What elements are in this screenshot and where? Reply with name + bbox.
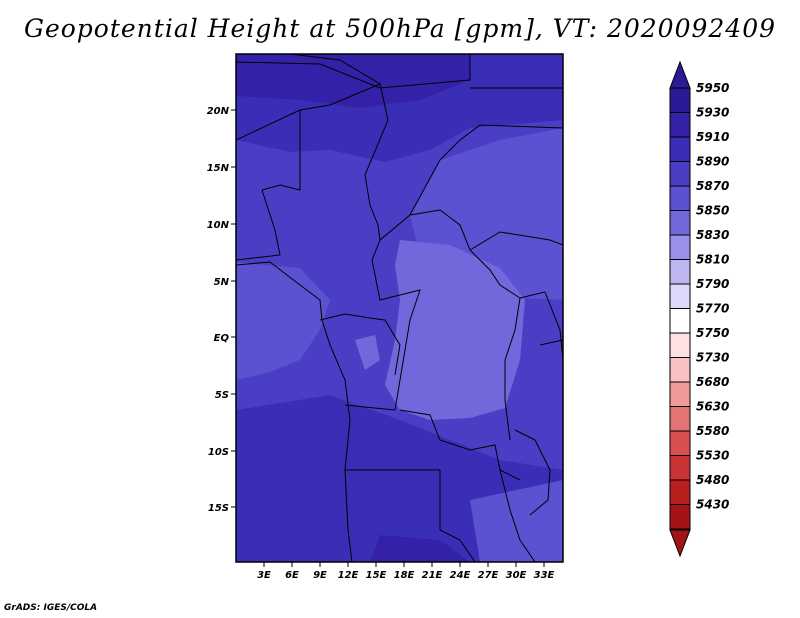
colorbar-level-label: 5890 xyxy=(696,155,729,169)
colorbar-swatch xyxy=(669,112,691,138)
colorbar-swatch xyxy=(669,406,691,432)
lat-tick-label: EQ xyxy=(214,333,230,344)
colorbar: 5950 5930 5910 5890 5870 5850 5830 5810 5790 5770… xyxy=(669,60,729,558)
colorbar-level-label: 5870 xyxy=(696,179,729,193)
colorbar-swatch xyxy=(669,504,691,530)
lat-tick-label: 10N xyxy=(207,220,230,231)
lat-tick-label: 15S xyxy=(208,503,229,514)
colorbar-level-label: 5750 xyxy=(696,326,729,340)
colorbar-level-label: 5580 xyxy=(696,424,729,438)
colorbar-swatch xyxy=(669,161,691,187)
colorbar-bottom-arrow xyxy=(669,529,691,558)
colorbar-level-label: 5730 xyxy=(696,351,729,365)
colorbar-level-label: 5930 xyxy=(696,106,729,120)
colorbar-swatch xyxy=(669,283,691,309)
colorbar-level-label: 5630 xyxy=(696,400,729,414)
colorbar-level-label: 5680 xyxy=(696,375,729,389)
colorbar-level-label: 5770 xyxy=(696,302,729,316)
colorbar-level-label: 5830 xyxy=(696,228,729,242)
lon-tick-label: 18E xyxy=(394,570,415,581)
lon-tick-label: 30E xyxy=(506,570,527,581)
colorbar-level-label: 5950 xyxy=(696,81,729,95)
colorbar-level-label: 5910 xyxy=(696,130,729,144)
colorbar-top-arrow xyxy=(669,60,691,89)
colorbar-level-label: 5810 xyxy=(696,253,729,267)
map-title: Geopotential Height at 500hPa [gpm], VT:… xyxy=(23,14,777,43)
colorbar-level-label: 5530 xyxy=(696,449,729,463)
lat-axis: 20N 15N 10N 5N EQ 5S 10S 15S xyxy=(207,106,236,514)
lon-axis: 3E 6E 9E 12E 15E 18E 21E 24E 27E 30E 33E xyxy=(257,562,555,581)
colorbar-swatch xyxy=(669,381,691,407)
country-borders xyxy=(236,54,563,562)
lon-tick-label: 6E xyxy=(285,570,299,581)
lat-tick-label: 20N xyxy=(207,106,230,117)
colorbar-level-label: 5850 xyxy=(696,204,729,218)
colorbar-swatch xyxy=(669,234,691,260)
lat-tick-label: 5S xyxy=(215,390,229,401)
lon-tick-label: 9E xyxy=(313,570,327,581)
colorbar-swatch xyxy=(669,136,691,162)
lat-tick-label: 10S xyxy=(208,447,229,458)
map-frame xyxy=(235,53,564,563)
colorbar-swatch xyxy=(669,430,691,456)
lon-tick-label: 3E xyxy=(257,570,271,581)
lon-tick-label: 21E xyxy=(422,570,443,581)
colorbar-swatch xyxy=(669,479,691,505)
colorbar-swatch xyxy=(669,455,691,481)
colorbar-swatch xyxy=(669,259,691,285)
lat-tick-label: 15N xyxy=(207,163,230,174)
lon-tick-label: 24E xyxy=(450,570,471,581)
colorbar-swatch xyxy=(669,87,691,113)
colorbar-swatch xyxy=(669,332,691,358)
colorbar-swatch xyxy=(669,308,691,334)
colorbar-level-label: 5790 xyxy=(696,277,729,291)
colorbar-swatch xyxy=(669,210,691,236)
colorbar-level-label: 5480 xyxy=(696,473,729,487)
lon-tick-label: 12E xyxy=(338,570,359,581)
lon-tick-label: 33E xyxy=(534,570,555,581)
height-field xyxy=(236,54,563,562)
grads-credit: GrADS: IGES/COLA xyxy=(4,603,98,613)
lat-tick-label: 5N xyxy=(214,277,230,288)
colorbar-swatch xyxy=(669,357,691,383)
lon-tick-label: 15E xyxy=(366,570,387,581)
colorbar-level-label: 5430 xyxy=(696,498,729,512)
lon-tick-label: 27E xyxy=(478,570,499,581)
colorbar-swatch xyxy=(669,185,691,211)
